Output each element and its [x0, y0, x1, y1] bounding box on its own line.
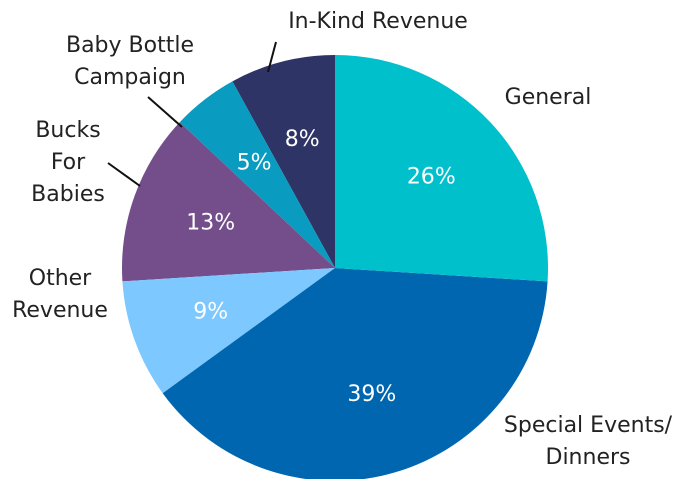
data-label: 8%: [285, 127, 320, 152]
data-label: 9%: [193, 300, 228, 325]
data-label: 39%: [347, 382, 396, 407]
pie-slice: [232, 55, 335, 268]
pie-slice: [122, 268, 335, 394]
pie-slice: [335, 55, 548, 282]
category-label: Baby Bottle Campaign: [65, 33, 194, 90]
data-label: 26%: [407, 165, 456, 190]
leader-line: [147, 96, 183, 128]
category-label: In-Kind Revenue: [288, 9, 468, 34]
leader-line: [267, 41, 277, 73]
pie-slice: [122, 122, 335, 282]
pie-slice: [162, 268, 548, 479]
category-label: Bucks For Babies: [31, 118, 105, 207]
pie-slice: [179, 81, 335, 268]
category-label: Special Events/ Dinners: [503, 413, 673, 470]
category-label: General: [504, 85, 592, 110]
category-label: Other Revenue: [12, 266, 108, 323]
data-label: 5%: [237, 151, 272, 176]
data-label: 13%: [186, 210, 235, 235]
leader-line: [107, 162, 141, 187]
